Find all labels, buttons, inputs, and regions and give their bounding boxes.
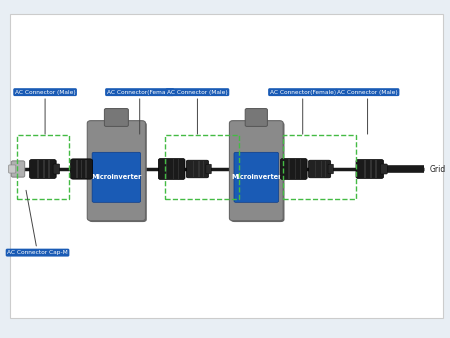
- Bar: [370, 160, 372, 178]
- Text: AC Connector(Female): AC Connector(Female): [107, 90, 173, 134]
- Bar: [48, 160, 50, 178]
- Bar: [300, 159, 302, 179]
- Text: AC Connector Cap-M: AC Connector Cap-M: [7, 190, 68, 255]
- Text: Microinverter: Microinverter: [91, 174, 142, 180]
- FancyBboxPatch shape: [309, 160, 331, 178]
- Bar: [315, 161, 316, 177]
- Bar: [320, 161, 322, 177]
- Text: AC Connector(Female): AC Connector(Female): [270, 90, 336, 134]
- Bar: [364, 160, 366, 178]
- Text: Grid: Grid: [430, 165, 446, 173]
- Bar: [193, 161, 194, 177]
- FancyBboxPatch shape: [53, 164, 60, 174]
- FancyBboxPatch shape: [234, 152, 279, 202]
- FancyBboxPatch shape: [87, 121, 145, 221]
- Bar: [178, 159, 179, 179]
- Text: AC Connector (Male): AC Connector (Male): [167, 90, 228, 134]
- FancyBboxPatch shape: [70, 159, 93, 179]
- Text: AC Connector (Male): AC Connector (Male): [337, 90, 398, 134]
- FancyBboxPatch shape: [9, 14, 443, 318]
- FancyBboxPatch shape: [245, 108, 267, 126]
- Bar: [325, 161, 326, 177]
- Bar: [166, 159, 167, 179]
- FancyBboxPatch shape: [30, 160, 56, 178]
- FancyBboxPatch shape: [92, 152, 141, 202]
- FancyBboxPatch shape: [9, 165, 16, 173]
- Bar: [295, 159, 296, 179]
- Bar: [173, 159, 174, 179]
- FancyBboxPatch shape: [231, 122, 284, 222]
- FancyBboxPatch shape: [104, 108, 128, 126]
- FancyBboxPatch shape: [89, 122, 147, 222]
- FancyBboxPatch shape: [356, 160, 383, 178]
- FancyBboxPatch shape: [380, 164, 387, 174]
- Bar: [43, 160, 45, 178]
- FancyBboxPatch shape: [186, 160, 208, 178]
- FancyBboxPatch shape: [206, 164, 211, 174]
- Bar: [375, 160, 377, 178]
- FancyBboxPatch shape: [280, 159, 307, 179]
- FancyBboxPatch shape: [328, 164, 333, 174]
- FancyBboxPatch shape: [230, 121, 283, 221]
- Bar: [81, 160, 82, 178]
- FancyBboxPatch shape: [11, 161, 25, 177]
- Bar: [202, 161, 204, 177]
- Text: AC Connector (Male): AC Connector (Male): [15, 90, 76, 134]
- Bar: [288, 159, 290, 179]
- Bar: [85, 160, 87, 178]
- Bar: [76, 160, 78, 178]
- Bar: [198, 161, 200, 177]
- FancyBboxPatch shape: [158, 159, 185, 179]
- Bar: [37, 160, 39, 178]
- Text: Microinverter: Microinverter: [231, 174, 282, 180]
